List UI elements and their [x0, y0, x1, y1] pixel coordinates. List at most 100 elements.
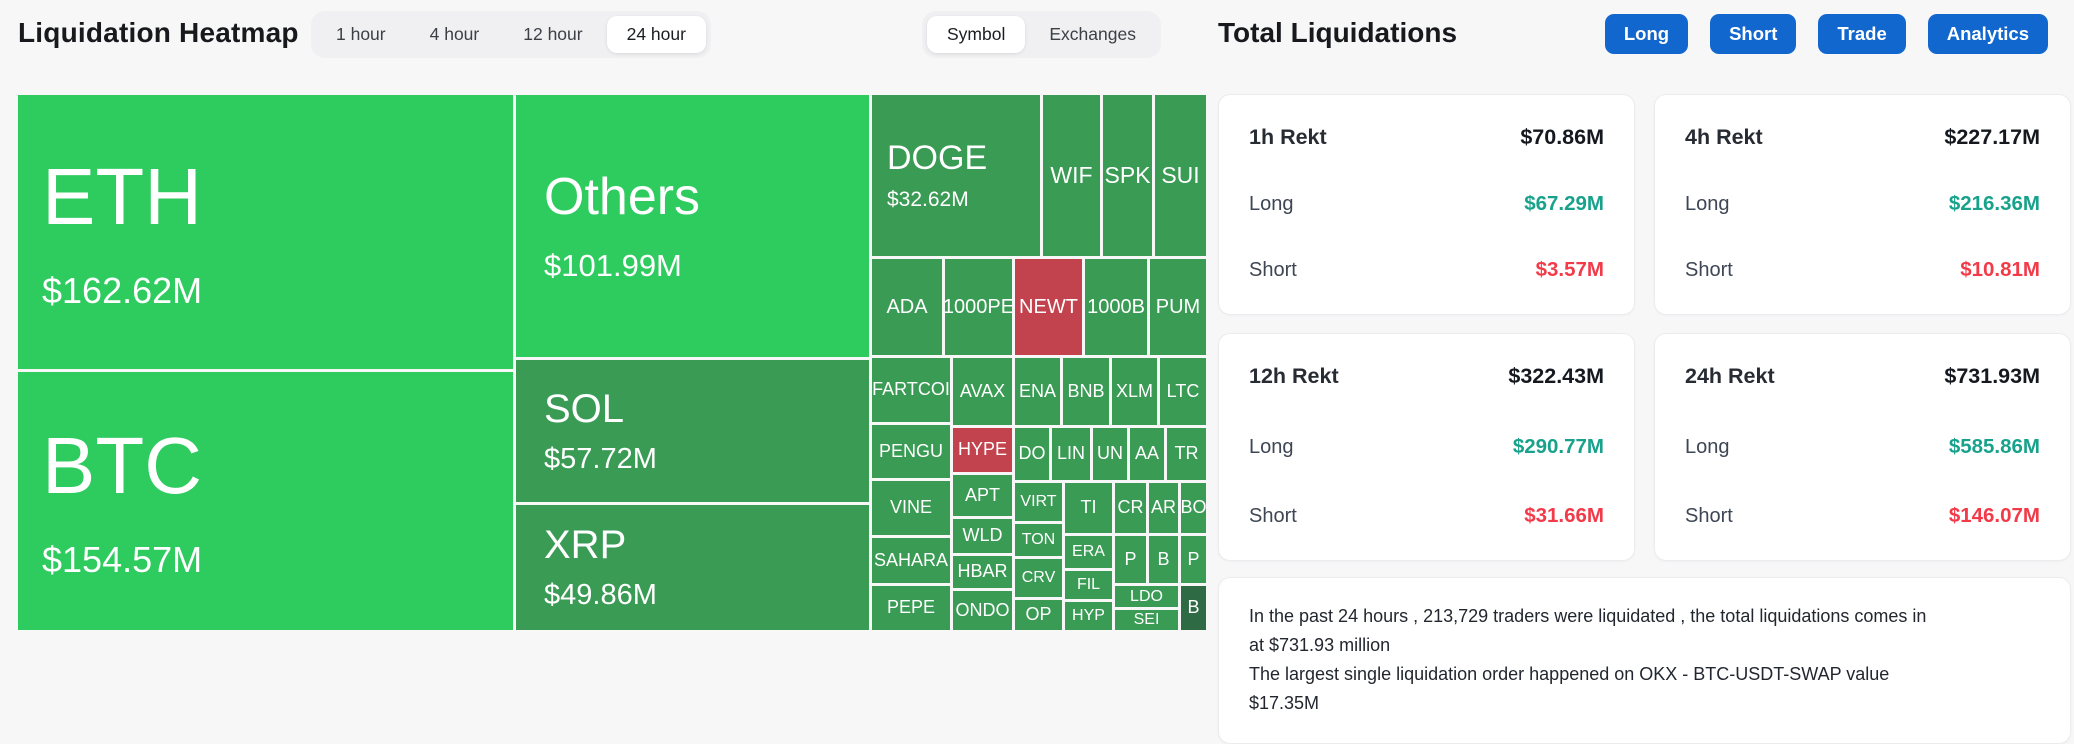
- tile-symbol: FIL: [1076, 576, 1101, 594]
- tile-sol[interactable]: SOL $57.72M: [516, 360, 869, 502]
- long-button[interactable]: Long: [1604, 14, 1689, 54]
- card-title: 12h Rekt: [1249, 364, 1339, 388]
- tile-doge[interactable]: DOGE $32.62M: [872, 95, 1040, 256]
- tile-ton[interactable]: TON: [1015, 524, 1062, 556]
- tile-symbol: DOGE: [887, 139, 988, 178]
- tile-fartcoi[interactable]: FARTCOI: [872, 358, 950, 422]
- card-row: 4h Rekt $227.17M: [1685, 125, 2040, 150]
- tile-symbol: AVAX: [959, 380, 1006, 401]
- tile-hype[interactable]: HYPE: [953, 428, 1012, 472]
- tile-xlm[interactable]: XLM: [1112, 358, 1157, 425]
- short-value: $10.81M: [1960, 258, 2040, 281]
- short-button[interactable]: Short: [1710, 14, 1797, 54]
- tile-value: $49.86M: [544, 579, 657, 612]
- summary-line: The largest single liquidation order hap…: [1249, 664, 1890, 685]
- card-row: Short $10.81M: [1685, 258, 2040, 282]
- tile-ondo[interactable]: ONDO: [953, 591, 1012, 630]
- short-label: Short: [1685, 259, 1733, 281]
- tile-newt[interactable]: NEWT: [1015, 259, 1082, 355]
- tile-wif[interactable]: WIF: [1043, 95, 1100, 256]
- summary-line: at $731.93 million: [1249, 635, 1391, 656]
- tile-sei[interactable]: SEI: [1115, 610, 1178, 630]
- tile-wld[interactable]: WLD: [953, 519, 1012, 553]
- tile-1000b[interactable]: 1000B: [1085, 259, 1147, 355]
- time-tab-group: 1 hour 4 hour 12 hour 24 hour: [311, 11, 711, 58]
- trade-button[interactable]: Trade: [1818, 14, 1906, 54]
- tile-un[interactable]: UN: [1093, 428, 1127, 480]
- tile-hbar[interactable]: HBAR: [953, 556, 1012, 588]
- long-label: Long: [1249, 435, 1294, 458]
- tile-symbol: TON: [1021, 531, 1056, 549]
- tile-b[interactable]: B: [1149, 536, 1178, 583]
- tile-ena[interactable]: ENA: [1015, 358, 1060, 425]
- tile-1000pe[interactable]: 1000PE: [945, 259, 1012, 355]
- tile-symbol: Others: [544, 168, 701, 227]
- tile-pengu[interactable]: PENGU: [872, 425, 950, 478]
- short-value: $146.07M: [1948, 504, 2040, 527]
- tile-bnb[interactable]: BNB: [1063, 358, 1109, 425]
- tile-cr[interactable]: CR: [1115, 483, 1146, 533]
- time-tab-24-hour[interactable]: 24 hour: [606, 16, 706, 53]
- tile-ltc[interactable]: LTC: [1160, 358, 1206, 425]
- tile-era[interactable]: ERA: [1065, 536, 1112, 568]
- tile-symbol: VINE: [889, 497, 932, 518]
- page-title: Liquidation Heatmap: [18, 17, 299, 48]
- tile-value: $101.99M: [544, 247, 682, 283]
- tile-ldo[interactable]: LDO: [1115, 586, 1178, 607]
- tile-aa[interactable]: AA: [1130, 428, 1164, 480]
- tile-symbol: ADA: [886, 296, 928, 318]
- tile-virt[interactable]: VIRT: [1015, 483, 1062, 521]
- tile-vine[interactable]: VINE: [872, 481, 950, 535]
- time-tab-1-hour[interactable]: 1 hour: [316, 16, 406, 53]
- view-tab-exchanges[interactable]: Exchanges: [1029, 16, 1156, 53]
- tile-p[interactable]: P: [1181, 536, 1206, 583]
- view-tab-symbol[interactable]: Symbol: [927, 16, 1026, 53]
- tile-symbol: PEPE: [886, 597, 936, 618]
- tile-op[interactable]: OP: [1015, 600, 1062, 630]
- tile-lin[interactable]: LIN: [1052, 428, 1090, 480]
- tile-pepe[interactable]: PEPE: [872, 586, 950, 630]
- view-tab-group: Symbol Exchanges: [922, 11, 1161, 58]
- tile-p[interactable]: P: [1115, 536, 1146, 583]
- time-tab-4-hour[interactable]: 4 hour: [410, 16, 500, 53]
- card-row: Short $146.07M: [1685, 504, 2040, 528]
- long-label: Long: [1685, 435, 1730, 458]
- total-liquidations-title: Total Liquidations: [1218, 17, 1458, 48]
- summary-line: $17.35M: [1249, 693, 1320, 714]
- tile-apt[interactable]: APT: [953, 475, 1012, 516]
- analytics-button[interactable]: Analytics: [1927, 14, 2048, 54]
- rekt-card-4h-rekt: 4h Rekt $227.17M Long $216.36M Short $10.81M: [1654, 94, 2071, 315]
- tile-eth[interactable]: ETH $162.62M: [18, 95, 513, 369]
- tile-symbol: OP: [1025, 604, 1052, 625]
- long-value: $216.36M: [1948, 192, 2040, 215]
- short-value: $3.57M: [1535, 258, 1604, 281]
- tile-symbol: SUI: [1161, 161, 1200, 188]
- tile-do[interactable]: DO: [1015, 428, 1049, 480]
- tile-fil[interactable]: FIL: [1065, 571, 1112, 599]
- tile-pum[interactable]: PUM: [1150, 259, 1206, 355]
- rekt-card-24h-rekt: 24h Rekt $731.93M Long $585.86M Short $146.07…: [1654, 333, 2071, 561]
- tile-sahara[interactable]: SAHARA: [872, 538, 950, 583]
- time-tab-12-hour[interactable]: 12 hour: [503, 16, 602, 53]
- card-row: Long $67.29M: [1249, 192, 1604, 216]
- tile-ada[interactable]: ADA: [872, 259, 942, 355]
- tile-hyp[interactable]: HYP: [1065, 602, 1112, 630]
- summary-line: In the past 24 hours , 213,729 traders w…: [1249, 606, 1927, 626]
- tile-ti[interactable]: TI: [1065, 483, 1112, 533]
- tile-symbol: LTC: [1166, 380, 1200, 401]
- tile-spk[interactable]: SPK: [1103, 95, 1152, 256]
- tile-sui[interactable]: SUI: [1155, 95, 1206, 256]
- tile-tr[interactable]: TR: [1167, 428, 1206, 480]
- tile-ar[interactable]: AR: [1149, 483, 1178, 533]
- rekt-card-12h-rekt: 12h Rekt $322.43M Long $290.77M Short $31.66M: [1218, 333, 1635, 561]
- tile-btc[interactable]: BTC $154.57M: [18, 372, 513, 630]
- tile-bo[interactable]: BO: [1181, 483, 1206, 533]
- tile-others[interactable]: Others $101.99M: [516, 95, 869, 357]
- tile-crv[interactable]: CRV: [1015, 559, 1062, 597]
- tile-b[interactable]: B: [1181, 586, 1206, 630]
- tile-symbol: WLD: [962, 525, 1003, 546]
- tile-xrp[interactable]: XRP $49.86M: [516, 505, 869, 630]
- tile-symbol: HYPE: [957, 439, 1008, 460]
- card-total: $322.43M: [1508, 364, 1604, 388]
- tile-avax[interactable]: AVAX: [953, 358, 1012, 425]
